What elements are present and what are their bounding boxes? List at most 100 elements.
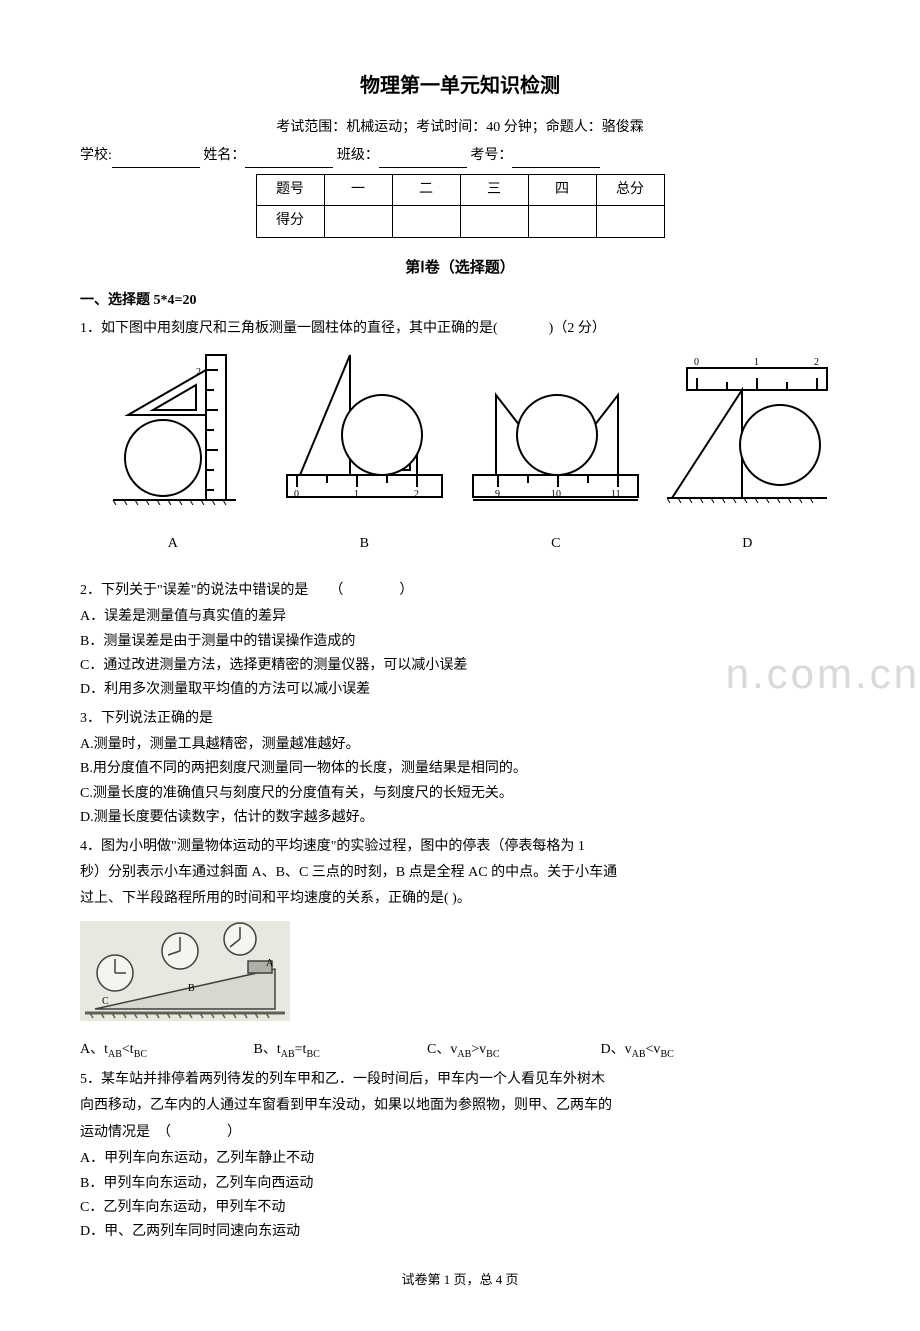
cell-header: 总分	[596, 174, 664, 205]
q4-c-sub1: AB	[457, 1049, 471, 1060]
q4-opt-d: D、vAB<vBC	[601, 1039, 771, 1063]
q1-label-b: B	[272, 533, 458, 555]
q4-d-mid: <v	[646, 1039, 661, 1061]
q1-stem-b: )（2 分）	[549, 321, 606, 336]
class-blank	[379, 152, 467, 167]
q4-a-sub2: BC	[134, 1049, 147, 1060]
q5-opt-c: C．乙列车向东运动，甲列车不动	[80, 1197, 840, 1219]
q4-b-pre: B、t	[254, 1039, 281, 1061]
q1-label-a: A	[80, 533, 266, 555]
q1-label-d: D	[655, 533, 841, 555]
page-footer: 试卷第 1 页，总 4 页	[80, 1270, 840, 1291]
q5-opt-d: D．甲、乙两列车同时同速向东运动	[80, 1221, 840, 1243]
school-label: 学校:	[80, 148, 112, 163]
q4-stem-l3: 过上、下半段路程所用的时间和平均速度的关系，正确的是( )。	[80, 888, 840, 910]
cell-empty	[460, 206, 528, 237]
name-label: 姓名：	[203, 148, 245, 163]
q1-svg-b: 0 1 2	[282, 350, 447, 505]
cell-empty	[324, 206, 392, 237]
q4-a-pre: A、t	[80, 1039, 108, 1061]
q5-opt-a: A．甲列车向东运动，乙列车静止不动	[80, 1148, 840, 1170]
svg-text:1: 1	[354, 489, 359, 500]
cell-empty	[596, 206, 664, 237]
svg-text:1: 1	[754, 357, 759, 368]
cell-header: 二	[392, 174, 460, 205]
q4-opt-a: A、tAB<tBC	[80, 1039, 250, 1063]
name-blank	[245, 152, 333, 167]
q4-figure: C B A	[80, 921, 840, 1029]
meta-line: 考试范围：机械运动；考试时间：40 分钟；命题人：骆俊霖	[80, 117, 840, 139]
q4-svg: C B A	[80, 921, 290, 1021]
svg-text:9: 9	[495, 489, 500, 500]
score-table: 题号 一 二 三 四 总分 得分	[256, 174, 665, 238]
q4-d-sub1: AB	[632, 1049, 646, 1060]
class-label: 班级：	[337, 148, 379, 163]
q1-label-c: C	[463, 533, 649, 555]
cell-header: 三	[460, 174, 528, 205]
cell-empty	[392, 206, 460, 237]
fill-line: 学校: 姓名： 班级： 考号：	[80, 145, 840, 167]
q4-a-mid: <t	[122, 1039, 134, 1061]
q2-opt-c: C．通过改进测量方法，选择更精密的测量仪器，可以减小误差	[80, 655, 840, 677]
q5-stem-l2: 向西移动，乙车内的人通过车窗看到甲车没动，如果以地面为参照物，则甲、乙两车的	[80, 1095, 840, 1117]
q4-a-sub1: AB	[108, 1049, 122, 1060]
examno-label: 考号：	[470, 148, 512, 163]
q2-opt-a: A．误差是测量值与真实值的差异	[80, 606, 840, 628]
q4-c-sub2: BC	[486, 1049, 499, 1060]
examno-blank	[512, 152, 600, 167]
q4-c-mid: >v	[471, 1039, 486, 1061]
cell-header: 四	[528, 174, 596, 205]
q1-stem: 1．如下图中用刻度尺和三角板测量一圆柱体的直径，其中正确的是( )（2 分）	[80, 318, 840, 340]
cell-score-label: 得分	[256, 206, 324, 237]
q4-c-pre: C、v	[427, 1039, 457, 1061]
svg-text:0: 0	[694, 357, 699, 368]
q4-stem-l2: 秒）分别表示小车通过斜面 A、B、C 三点的时刻，B 点是全程 AC 的中点。关…	[80, 862, 840, 884]
q5-stem-l3: 运动情况是 （ ）	[80, 1122, 840, 1144]
q4-stem-l1: 4．图为小明做"测量物体运动的平均速度"的实验过程，图中的停表（停表每格为 1	[80, 836, 840, 858]
q4-opt-b: B、tAB=tBC	[254, 1039, 424, 1063]
q1-fig-b: 0 1 2 B	[272, 350, 458, 555]
q1-stem-a: 1．如下图中用刻度尺和三角板测量一圆柱体的直径，其中正确的是(	[80, 321, 498, 336]
q4-b-sub2: BC	[306, 1049, 319, 1060]
q1-svg-c: 9 10 11	[468, 350, 643, 505]
q3-stem: 3．下列说法正确的是	[80, 708, 840, 730]
q3-opt-c: C.测量长度的准确值只与刻度尺的分度值有关，与刻度尺的长短无关。	[80, 783, 840, 805]
q1-svg-a: 2 1 0	[108, 350, 238, 505]
q4-opt-c: C、vAB>vBC	[427, 1039, 597, 1063]
q1-svg-d: 0 1 2	[662, 350, 832, 505]
svg-text:11: 11	[611, 489, 621, 500]
q2-opt-d: D．利用多次测量取平均值的方法可以减小误差	[80, 679, 840, 701]
q5-opt-b: B．甲列车向东运动，乙列车向西运动	[80, 1173, 840, 1195]
q4-b-mid: =t	[295, 1039, 307, 1061]
svg-text:0: 0	[294, 489, 299, 500]
table-row: 得分	[256, 206, 664, 237]
q1-fig-c: 9 10 11 C	[463, 350, 649, 555]
cell-empty	[528, 206, 596, 237]
q2-stem: 2．下列关于"误差"的说法中错误的是 （ ）	[80, 580, 840, 602]
cell-header: 题号	[256, 174, 324, 205]
q4-d-pre: D、v	[601, 1039, 632, 1061]
school-blank	[112, 152, 200, 167]
q2-opt-b: B．测量误差是由于测量中的错误操作造成的	[80, 631, 840, 653]
subsection-head: 一、选择题 5*4=20	[80, 290, 840, 312]
svg-text:2: 2	[414, 489, 419, 500]
svg-text:B: B	[188, 983, 195, 994]
svg-text:C: C	[102, 996, 109, 1007]
q1-fig-a: 2 1 0 A	[80, 350, 266, 555]
cell-header: 一	[324, 174, 392, 205]
q5-stem-l1: 5．某车站并排停着两列待发的列车甲和乙．一段时间后，甲车内一个人看见车外树木	[80, 1069, 840, 1091]
section-head: 第Ⅰ卷（选择题）	[80, 256, 840, 280]
q4-options: A、tAB<tBC B、tAB=tBC C、vAB>vBC D、vAB<vBC	[80, 1039, 840, 1063]
svg-text:2: 2	[814, 357, 819, 368]
q1-fig-d: 0 1 2 D	[655, 350, 841, 555]
svg-text:10: 10	[551, 489, 561, 500]
q4-b-sub1: AB	[281, 1049, 295, 1060]
q3-opt-d: D.测量长度要估读数字，估计的数字越多越好。	[80, 807, 840, 829]
svg-text:A: A	[266, 958, 274, 969]
q3-opt-b: B.用分度值不同的两把刻度尺测量同一物体的长度，测量结果是相同的。	[80, 758, 840, 780]
page-title: 物理第一单元知识检测	[80, 70, 840, 102]
q4-d-sub2: BC	[660, 1049, 673, 1060]
q1-figure-row: 2 1 0 A 0	[80, 350, 840, 555]
q3-opt-a: A.测量时，测量工具越精密，测量越准越好。	[80, 734, 840, 756]
table-row: 题号 一 二 三 四 总分	[256, 174, 664, 205]
